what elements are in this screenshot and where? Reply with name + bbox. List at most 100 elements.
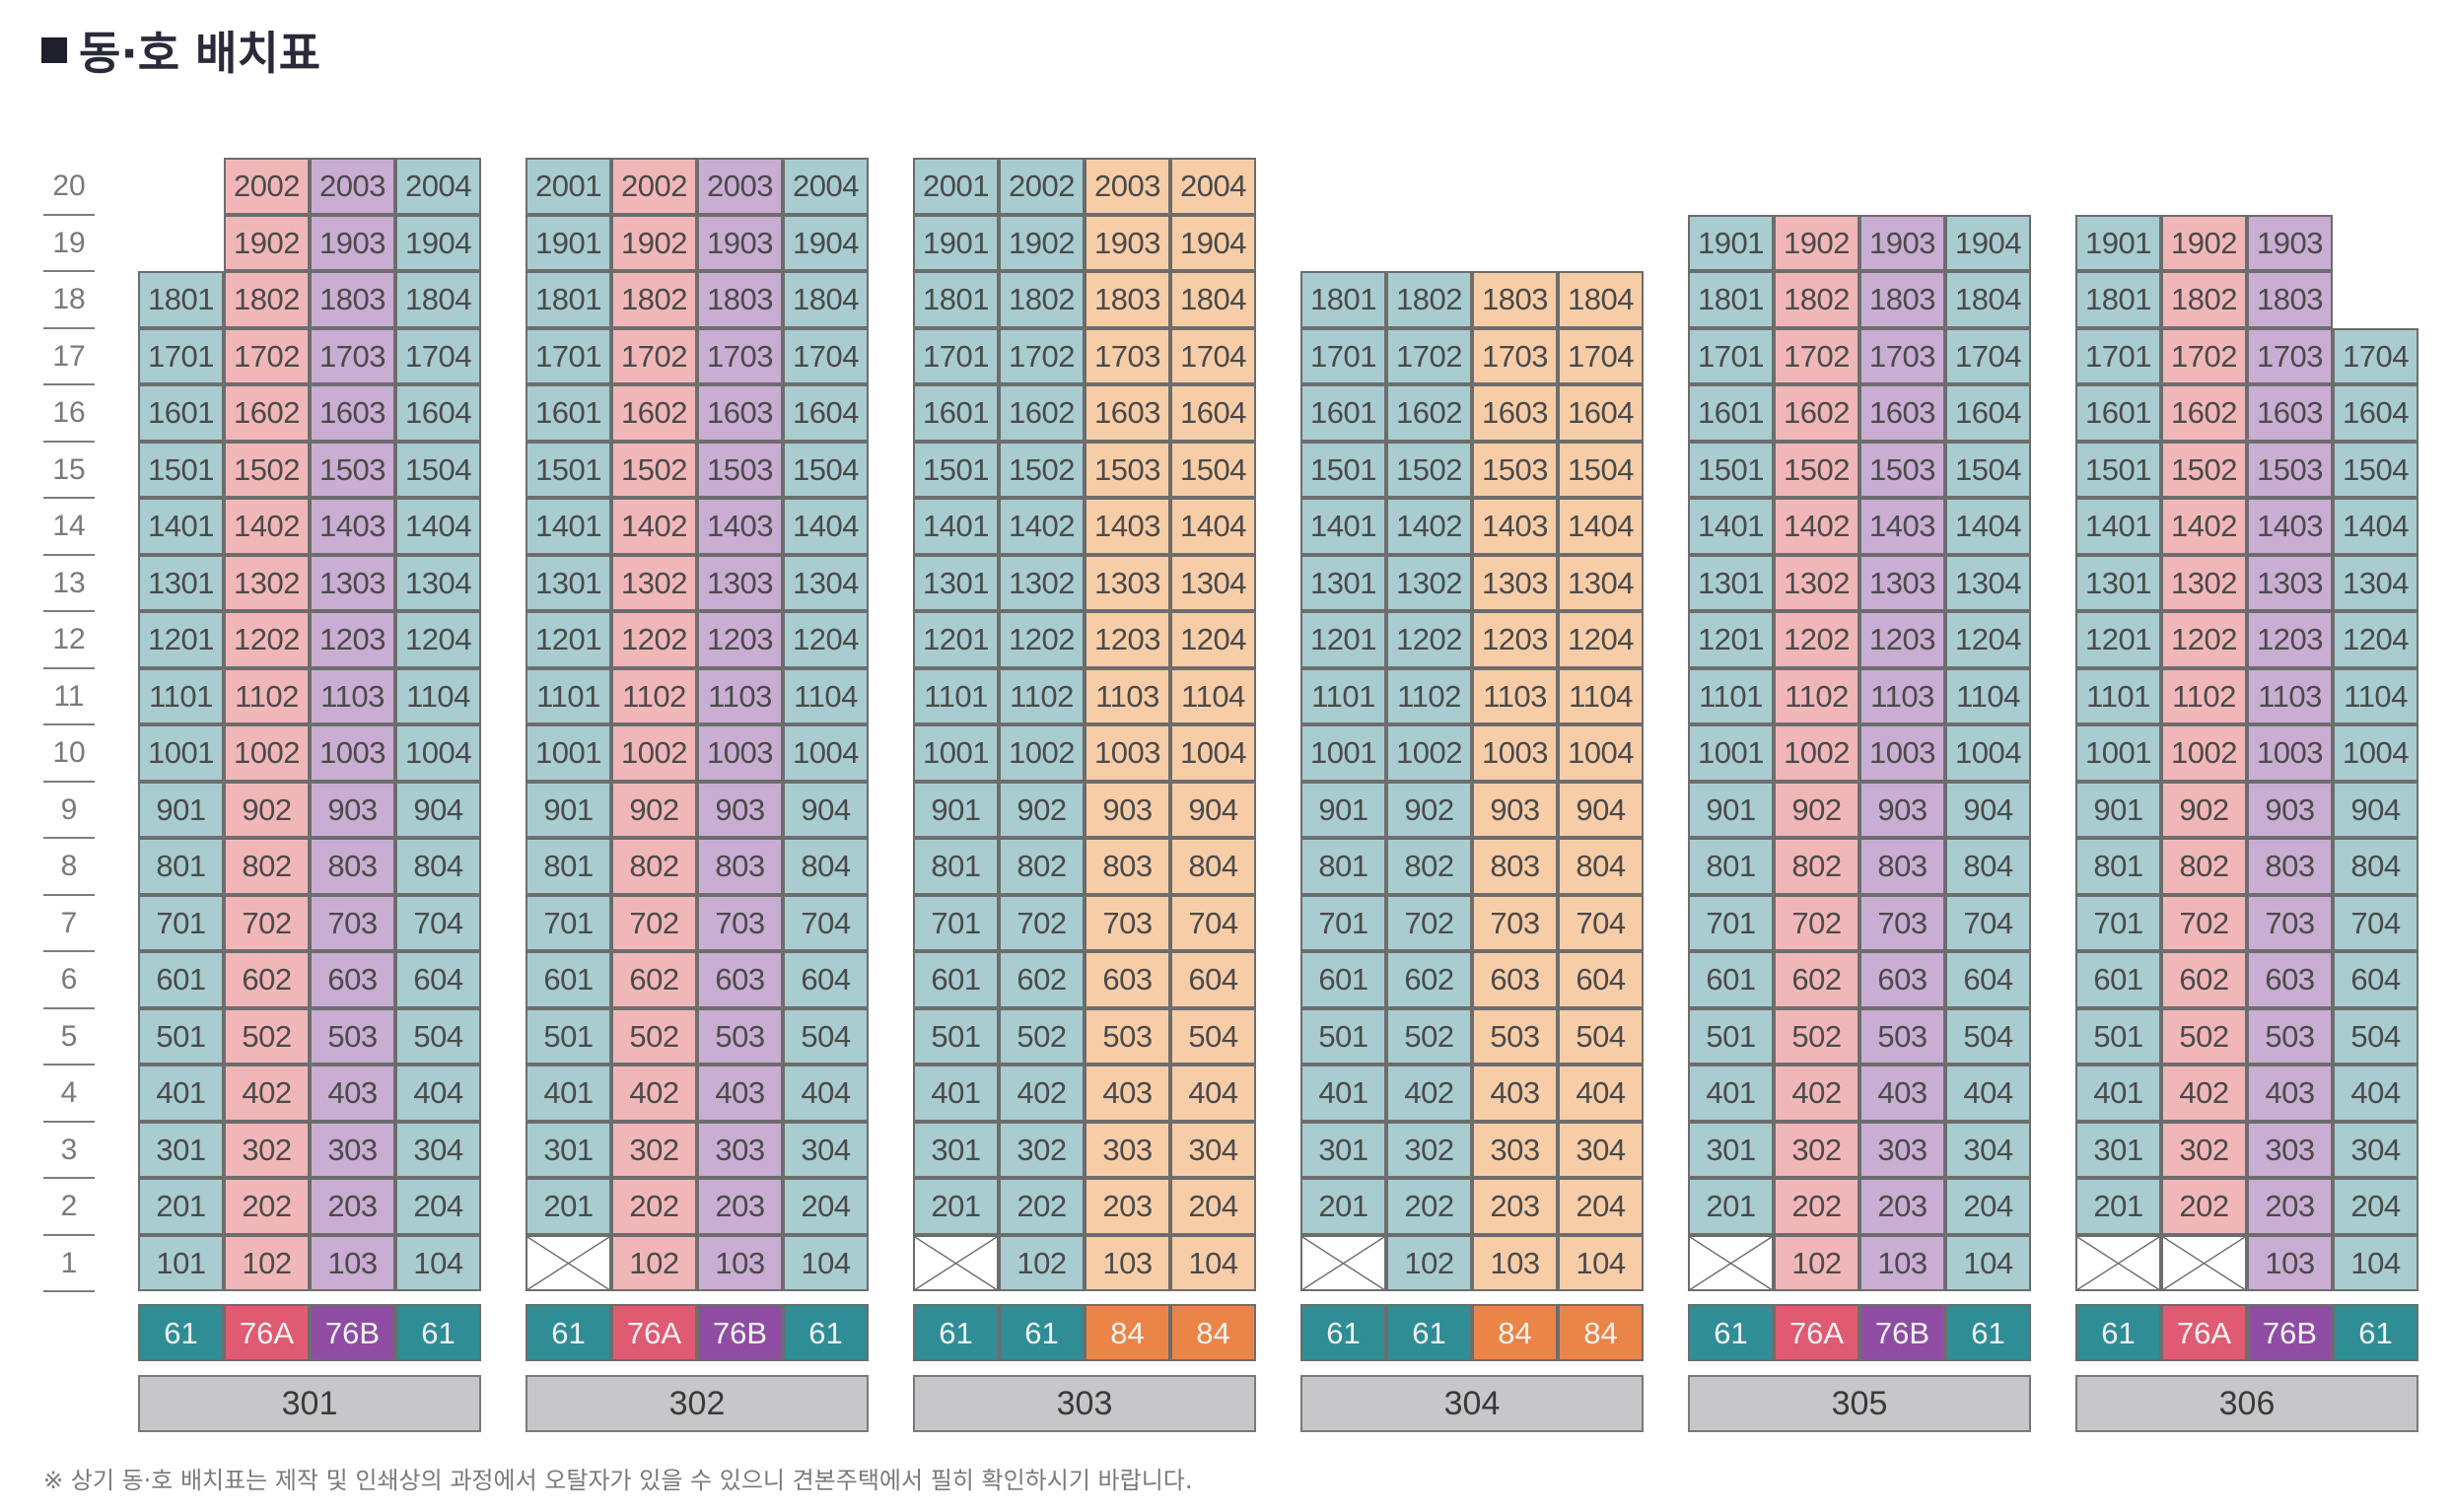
unit-cell[interactable]: 1002 <box>2161 724 2247 782</box>
unit-cell[interactable]: 1101 <box>1300 667 1386 724</box>
unit-cell[interactable]: 1303 <box>1085 554 1170 611</box>
unit-cell[interactable]: 1301 <box>138 554 224 611</box>
unit-cell[interactable]: 1602 <box>1386 384 1472 442</box>
unit-cell[interactable]: 903 <box>1085 781 1170 838</box>
unit-cell[interactable]: 1703 <box>2247 327 2333 384</box>
unit-cell[interactable]: 904 <box>1945 781 2031 838</box>
unit-cell[interactable]: 1503 <box>2247 441 2333 498</box>
unit-cell[interactable]: 1104 <box>1558 667 1644 724</box>
unit-cell[interactable]: 403 <box>1472 1065 1558 1122</box>
unit-cell[interactable]: 2002 <box>611 158 697 215</box>
unit-cell[interactable]: 502 <box>2161 1007 2247 1065</box>
unit-cell[interactable]: 1801 <box>1300 271 1386 328</box>
unit-cell[interactable]: 1003 <box>697 724 783 782</box>
unit-cell[interactable]: 301 <box>913 1121 999 1178</box>
unit-cell[interactable]: 802 <box>611 838 697 895</box>
unit-cell[interactable]: 203 <box>310 1178 395 1235</box>
unit-cell[interactable]: 101 <box>138 1234 224 1291</box>
unit-cell[interactable]: 1504 <box>2333 441 2418 498</box>
unit-cell[interactable]: 1804 <box>1558 271 1644 328</box>
unit-cell[interactable]: 1603 <box>1472 384 1558 442</box>
unit-cell[interactable]: 1404 <box>1945 498 2031 555</box>
unit-cell[interactable]: 1601 <box>1688 384 1774 442</box>
unit-cell[interactable]: 1604 <box>1170 384 1256 442</box>
unit-cell[interactable]: 2001 <box>913 158 999 215</box>
unit-cell[interactable]: 1902 <box>224 214 310 271</box>
unit-cell[interactable]: 804 <box>395 838 481 895</box>
unit-cell[interactable]: 204 <box>1945 1178 2031 1235</box>
unit-cell[interactable]: 1102 <box>611 667 697 724</box>
unit-cell[interactable]: 202 <box>1386 1178 1472 1235</box>
unit-cell[interactable]: 103 <box>1472 1234 1558 1291</box>
unit-cell[interactable]: 503 <box>1472 1007 1558 1065</box>
unit-cell[interactable]: 1502 <box>224 441 310 498</box>
unit-cell[interactable]: 1501 <box>1300 441 1386 498</box>
unit-cell[interactable]: 603 <box>2247 951 2333 1008</box>
unit-cell[interactable]: 401 <box>1688 1065 1774 1122</box>
unit-cell[interactable]: 304 <box>395 1121 481 1178</box>
unit-cell[interactable]: 104 <box>2333 1234 2418 1291</box>
unit-cell[interactable]: 304 <box>1170 1121 1256 1178</box>
unit-cell[interactable]: 1202 <box>999 611 1085 668</box>
unit-cell[interactable]: 1101 <box>138 667 224 724</box>
unit-cell[interactable]: 1401 <box>913 498 999 555</box>
unit-cell[interactable]: 404 <box>1945 1065 2031 1122</box>
unit-cell[interactable]: 804 <box>2333 838 2418 895</box>
unit-cell[interactable]: 501 <box>913 1007 999 1065</box>
unit-cell[interactable]: 504 <box>1945 1007 2031 1065</box>
unit-cell[interactable]: 1501 <box>138 441 224 498</box>
unit-cell[interactable]: 202 <box>224 1178 310 1235</box>
unit-cell[interactable]: 201 <box>526 1178 611 1235</box>
unit-cell[interactable]: 103 <box>1859 1234 1945 1291</box>
unit-cell[interactable]: 802 <box>999 838 1085 895</box>
unit-cell[interactable]: 1701 <box>1300 327 1386 384</box>
unit-cell[interactable]: 1001 <box>1688 724 1774 782</box>
unit-cell[interactable]: 1702 <box>611 327 697 384</box>
unit-cell[interactable]: 1601 <box>1300 384 1386 442</box>
unit-cell[interactable]: 803 <box>2247 838 2333 895</box>
unit-cell[interactable]: 1201 <box>2075 611 2161 668</box>
unit-cell[interactable]: 1701 <box>138 327 224 384</box>
empty-unit-cell[interactable] <box>2161 1234 2247 1291</box>
unit-cell[interactable]: 203 <box>697 1178 783 1235</box>
unit-cell[interactable]: 804 <box>1945 838 2031 895</box>
unit-cell[interactable]: 801 <box>2075 838 2161 895</box>
unit-cell[interactable]: 1602 <box>1774 384 1859 442</box>
unit-cell[interactable]: 1401 <box>138 498 224 555</box>
unit-cell[interactable]: 303 <box>697 1121 783 1178</box>
unit-cell[interactable]: 1304 <box>783 554 869 611</box>
unit-cell[interactable]: 504 <box>1170 1007 1256 1065</box>
unit-cell[interactable]: 302 <box>611 1121 697 1178</box>
unit-cell[interactable]: 104 <box>1170 1234 1256 1291</box>
unit-cell[interactable]: 1303 <box>310 554 395 611</box>
unit-cell[interactable]: 1004 <box>783 724 869 782</box>
unit-cell[interactable]: 203 <box>1472 1178 1558 1235</box>
unit-cell[interactable]: 1502 <box>1386 441 1472 498</box>
unit-cell[interactable]: 901 <box>2075 781 2161 838</box>
unit-cell[interactable]: 1802 <box>1386 271 1472 328</box>
unit-cell[interactable]: 504 <box>2333 1007 2418 1065</box>
unit-cell[interactable]: 502 <box>611 1007 697 1065</box>
unit-cell[interactable]: 803 <box>1859 838 1945 895</box>
unit-cell[interactable]: 1201 <box>1688 611 1774 668</box>
unit-cell[interactable]: 302 <box>999 1121 1085 1178</box>
unit-cell[interactable]: 1201 <box>526 611 611 668</box>
unit-cell[interactable]: 1703 <box>310 327 395 384</box>
unit-cell[interactable]: 1203 <box>310 611 395 668</box>
unit-cell[interactable]: 203 <box>1859 1178 1945 1235</box>
unit-cell[interactable]: 1402 <box>2161 498 2247 555</box>
unit-cell[interactable]: 1204 <box>2333 611 2418 668</box>
unit-cell[interactable]: 1701 <box>2075 327 2161 384</box>
unit-cell[interactable]: 602 <box>224 951 310 1008</box>
unit-cell[interactable]: 104 <box>1558 1234 1644 1291</box>
unit-cell[interactable]: 701 <box>1300 894 1386 951</box>
unit-cell[interactable]: 603 <box>697 951 783 1008</box>
unit-cell[interactable]: 1104 <box>783 667 869 724</box>
unit-cell[interactable]: 1802 <box>999 271 1085 328</box>
unit-cell[interactable]: 901 <box>913 781 999 838</box>
unit-cell[interactable]: 803 <box>697 838 783 895</box>
unit-cell[interactable]: 802 <box>2161 838 2247 895</box>
unit-cell[interactable]: 1203 <box>697 611 783 668</box>
unit-cell[interactable]: 802 <box>224 838 310 895</box>
unit-cell[interactable]: 1404 <box>1170 498 1256 555</box>
